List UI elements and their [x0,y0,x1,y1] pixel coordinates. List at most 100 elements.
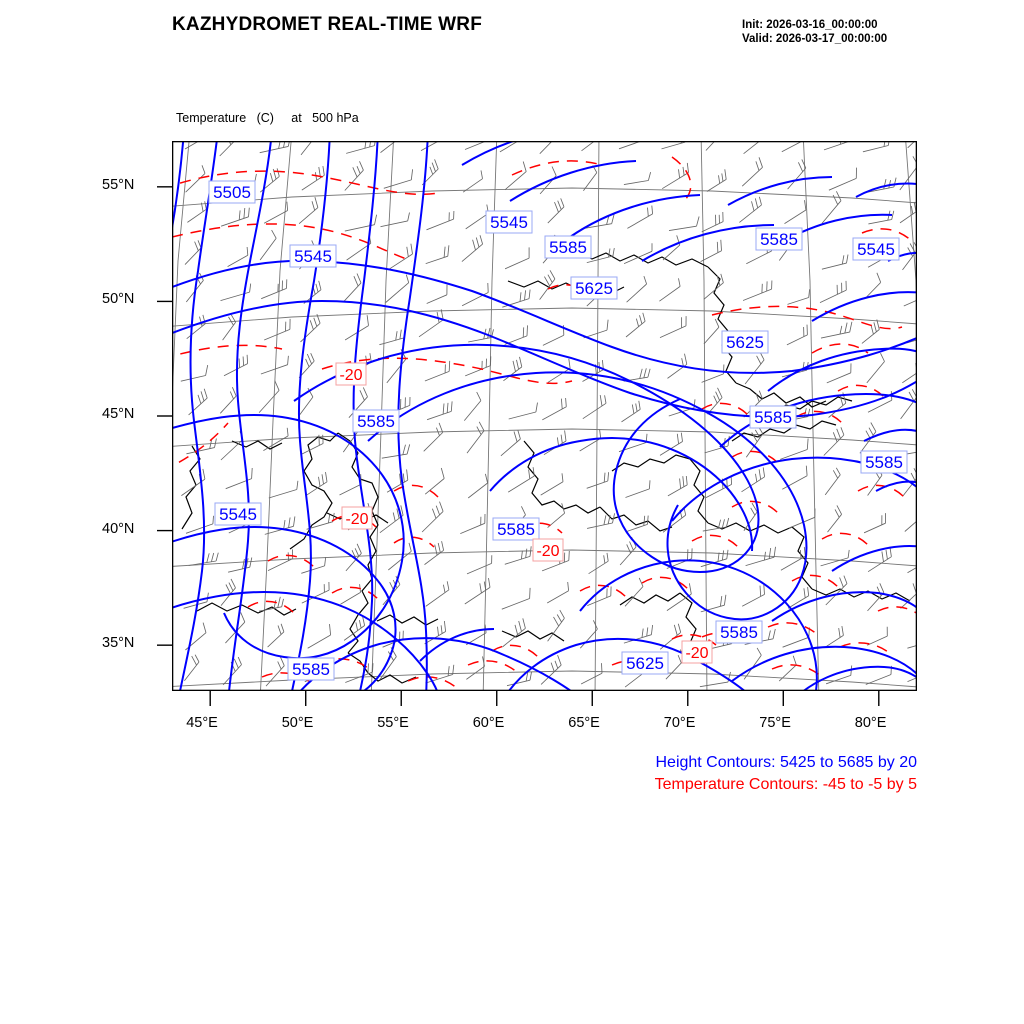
wind-barb [423,422,444,452]
wind-barb [705,475,733,498]
wind-barb [502,289,531,308]
wind-barb [828,167,857,191]
wind-barb [823,427,845,456]
wind-barb [263,427,289,451]
map-frame [172,141,917,691]
contour-labels: 5505 5545 5545 5585 5585 5545 5625 5625 5585 5585… [208,180,908,681]
svg-text:5545: 5545 [490,213,528,232]
wind-barb [301,581,330,604]
wind-barb [587,513,616,529]
xtick-label: 50°E [281,715,314,731]
wind-barb [625,312,646,338]
ytick-label: 55°N [102,176,135,193]
wind-barb [345,543,362,572]
wind-barb [464,141,488,150]
wind-barb [468,327,494,343]
wind-barb [707,387,723,415]
wind-barb [703,273,724,300]
wind-barb [621,400,641,423]
wind-barb [539,270,556,300]
svg-text:-20: -20 [685,645,708,662]
wind-barb [380,212,410,228]
wind-barb [464,578,491,605]
wind-barb [586,472,610,489]
wind-barb [742,584,765,607]
wind-barb [344,161,364,191]
wind-barb [902,363,917,384]
wind-barb [787,587,810,609]
wind-barb [823,626,844,649]
wind-barb [666,583,692,611]
wind-barb [864,272,882,299]
wind-barb [267,623,285,648]
wind-barb [259,596,284,612]
page-title: KAZHYDROMET REAL-TIME WRF [172,14,483,35]
wind-barb [741,157,763,187]
wind-barb [259,229,277,261]
wind-barb [267,549,294,571]
wind-barb [185,165,206,193]
wind-barb [463,391,482,421]
svg-text:5585: 5585 [754,408,792,427]
wind-barb [826,363,852,384]
wind-barb [300,434,324,455]
wind-barb [700,594,727,613]
wind-barb [624,577,644,607]
wind-barb [787,159,807,190]
wind-barb [821,191,842,224]
wind-barb [819,280,847,303]
ytick-label: 35°N [102,635,135,652]
svg-text:-20: -20 [536,543,559,560]
wind-barb [866,353,885,384]
wind-barb [467,473,489,499]
wind-barb [540,473,564,496]
wind-barb [184,654,200,682]
wind-barb [907,141,916,149]
temperature-contours [172,156,917,690]
svg-text:-20: -20 [345,511,368,528]
wind-barb [504,161,527,191]
svg-text:-20: -20 [339,367,362,384]
wind-barb [466,656,485,680]
svg-text:5545: 5545 [219,505,257,524]
wind-barb [899,201,917,224]
wind-barbs [180,141,917,688]
svg-text:5585: 5585 [760,230,798,249]
wind-barb [264,318,291,341]
wind-barb [899,156,917,191]
wind-barb [581,141,596,152]
wind-barb [623,624,654,644]
wind-barb [623,243,653,264]
wind-barb [821,254,849,270]
contour-label: 5585 [492,517,540,541]
wind-barb [861,319,880,344]
wind-barb [307,624,332,649]
xtick-label: 45°E [186,715,218,731]
wind-barb [780,438,809,460]
contour-label: -20 [681,640,713,664]
wind-barb [699,671,731,688]
wind-barb [782,465,808,490]
wind-barb [668,216,700,232]
wind-barb [380,141,397,153]
wind-barb [623,368,651,382]
wind-barb [426,401,453,421]
wind-barb [263,201,289,224]
wind-barb [582,395,607,420]
wind-barb [823,141,850,151]
wind-barb [220,207,250,227]
contour-label: 5625 [570,276,618,300]
wind-barb [863,513,886,534]
wind-barb [268,480,299,499]
contour-label: 5585 [860,450,908,474]
wind-barb [223,354,249,377]
wind-barb [786,324,808,346]
wind-barb [259,141,290,154]
weather-map-plot: 5505 5545 5545 5585 5585 5545 5625 5625 5585 5585… [172,141,917,691]
wind-barb [502,618,526,648]
wind-barb [379,505,404,534]
wind-barb [659,316,687,338]
wind-barb [504,546,532,565]
wind-barb [228,557,253,573]
wind-barb [421,501,444,533]
